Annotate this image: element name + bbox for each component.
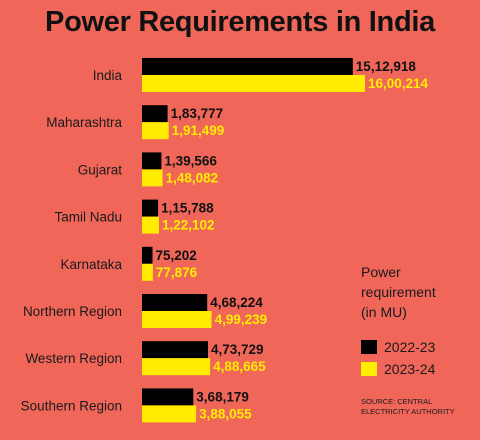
- value-label-karnataka-2022-23: 75,202: [156, 248, 197, 263]
- value-label-western-region-2023-24: 4,88,665: [213, 359, 266, 374]
- category-label-india: India: [93, 68, 123, 83]
- category-label-northern-region: Northern Region: [23, 304, 122, 319]
- value-label-maharashtra-2023-24: 1,91,499: [172, 123, 225, 138]
- source-note: SOURCE: CENTRAL ELECTRICITY AUTHORITY: [361, 397, 455, 416]
- value-label-karnataka-2023-24: 77,876: [156, 265, 198, 280]
- value-label-india-2023-24: 16,00,214: [368, 76, 429, 91]
- bar-india-2023-24: [142, 75, 365, 92]
- category-label-tamil-nadu: Tamil Nadu: [54, 210, 122, 225]
- bar-western-region-2023-24: [142, 358, 211, 376]
- value-label-southern-region-2023-24: 3,88,055: [199, 406, 252, 421]
- value-label-northern-region-2022-23: 4,68,224: [210, 295, 263, 310]
- value-label-southern-region-2022-23: 3,68,179: [196, 389, 249, 404]
- bar-southern-region-2023-24: [142, 405, 197, 423]
- bar-gujarat-2023-24: [142, 169, 163, 187]
- value-label-gujarat-2022-23: 1,39,566: [164, 153, 217, 168]
- bar-northern-region-2023-24: [142, 311, 212, 328]
- bar-maharashtra-2023-24: [142, 122, 169, 140]
- bars-group: India 15,12,918 16,00,214 Maharashtra 1,83,7…: [21, 58, 429, 423]
- bar-karnataka-2023-24: [142, 263, 153, 281]
- category-label-southern-region: Southern Region: [21, 398, 122, 413]
- category-label-gujarat: Gujarat: [78, 162, 123, 177]
- bar-india-2022-23: [142, 58, 353, 75]
- bar-maharashtra-2022-23: [142, 105, 168, 123]
- value-label-india-2022-23: 15,12,918: [356, 59, 417, 74]
- bar-northern-region-2022-23: [142, 294, 208, 311]
- value-label-tamil-nadu-2023-24: 1,22,102: [162, 218, 215, 233]
- legend-swatch-2023-24: [361, 362, 377, 376]
- bar-western-region-2022-23: [142, 341, 208, 359]
- chart-title: Power Requirements in India: [45, 6, 435, 38]
- bar-gujarat-2022-23: [142, 152, 162, 170]
- legend-title-line-1: Power: [361, 264, 401, 280]
- legend-title-line-2: requirement: [361, 284, 436, 300]
- category-label-maharashtra: Maharashtra: [46, 115, 122, 130]
- value-label-western-region-2022-23: 4,73,729: [211, 342, 264, 357]
- legend-title-line-3: (in MU): [361, 304, 407, 320]
- category-label-western-region: Western Region: [25, 351, 122, 366]
- value-label-gujarat-2023-24: 1,48,082: [166, 170, 219, 185]
- legend-label-2023-24: 2023-24: [384, 361, 436, 377]
- source-line-1: SOURCE: CENTRAL: [361, 397, 432, 406]
- bar-southern-region-2022-23: [142, 388, 194, 406]
- value-label-northern-region-2023-24: 4,99,239: [215, 312, 268, 327]
- value-label-maharashtra-2022-23: 1,83,777: [171, 106, 224, 121]
- bar-tamil-nadu-2022-23: [142, 199, 159, 217]
- legend-swatch-2022-23: [361, 340, 377, 354]
- bar-tamil-nadu-2023-24: [142, 216, 159, 234]
- category-label-karnataka: Karnataka: [60, 257, 122, 272]
- legend-label-2022-23: 2022-23: [384, 339, 436, 355]
- bar-karnataka-2022-23: [142, 246, 153, 264]
- value-label-tamil-nadu-2022-23: 1,15,788: [161, 201, 214, 216]
- source-line-2: ELECTRICITY AUTHORITY: [361, 407, 455, 416]
- legend: Power requirement (in MU) 2022-23 2023-2…: [361, 264, 436, 377]
